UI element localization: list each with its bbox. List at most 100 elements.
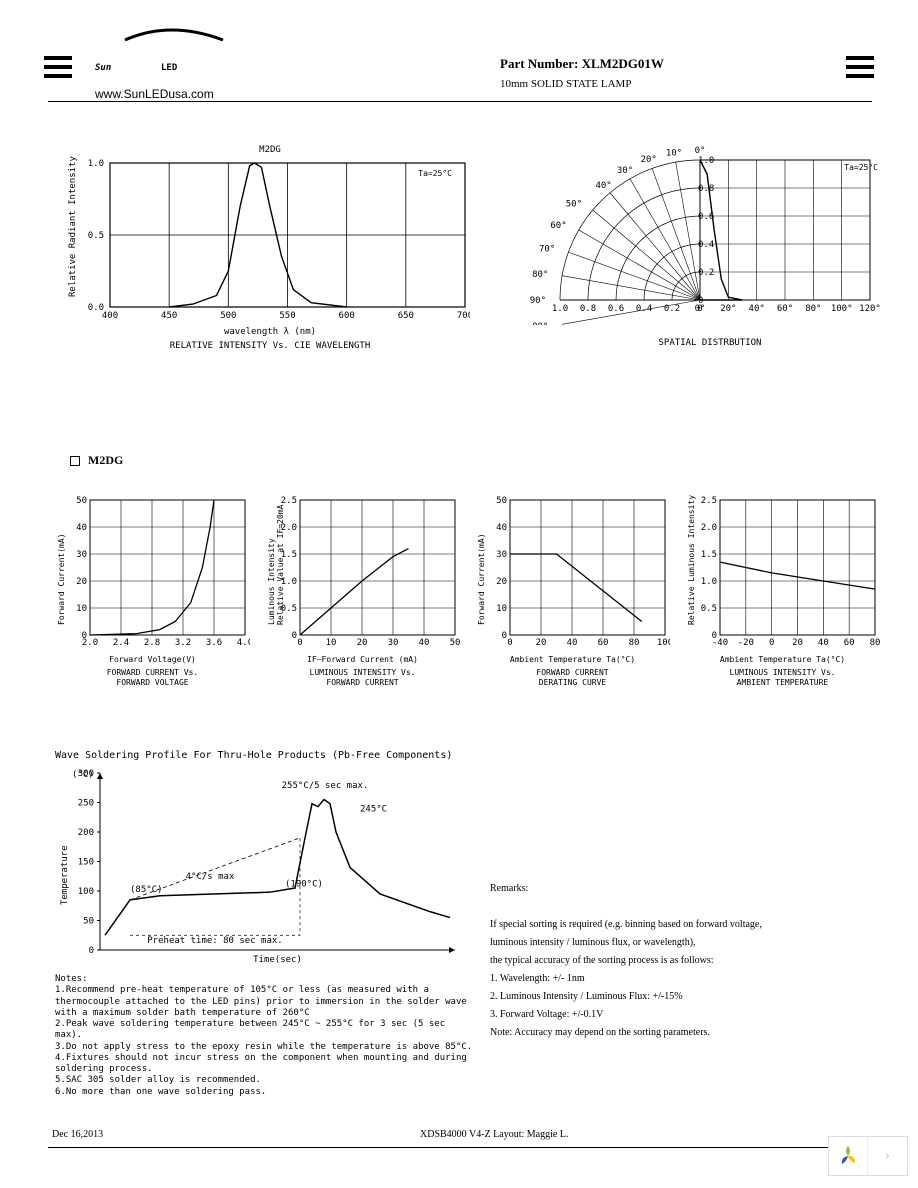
svg-text:50°: 50° <box>566 200 582 210</box>
svg-text:80°: 80° <box>805 304 821 314</box>
svg-text:100°: 100° <box>831 304 853 314</box>
svg-text:1.5: 1.5 <box>701 550 717 560</box>
soldering-notes: Notes: 1.Recommend pre-heat temperature … <box>55 974 475 1098</box>
svg-text:0: 0 <box>712 631 717 641</box>
svg-text:20°: 20° <box>641 155 657 165</box>
svg-text:50: 50 <box>83 917 94 927</box>
svg-text:30: 30 <box>388 638 399 648</box>
brand-logo: Sun LED www.SunLEDusa.com <box>95 28 265 101</box>
note-line: 5.SAC 305 solder alloy is recommended. <box>55 1075 475 1086</box>
svg-text:50: 50 <box>76 496 87 506</box>
svg-text:20: 20 <box>496 577 507 587</box>
note-line: 3.Do not apply stress to the epoxy resin… <box>55 1042 475 1053</box>
remarks-title: Remarks: <box>490 880 810 898</box>
svg-text:2.8: 2.8 <box>144 638 160 648</box>
svg-text:70°: 70° <box>539 245 555 255</box>
svg-text:10: 10 <box>326 638 337 648</box>
header-rule <box>48 101 872 102</box>
chart1-title: M2DG <box>70 145 470 155</box>
svg-text:150: 150 <box>78 858 94 868</box>
help-widget[interactable]: › <box>828 1136 908 1176</box>
note-line: 4.Fixtures should not incur stress on th… <box>55 1053 475 1076</box>
chart1-caption: RELATIVE INTENSITY Vs. CIE WAVELENGTH <box>70 341 470 352</box>
svg-text:0: 0 <box>292 631 297 641</box>
xlabel: Ambient Temperature Ta(°C) <box>475 655 670 664</box>
svg-text:0: 0 <box>297 638 302 648</box>
svg-text:10°: 10° <box>666 148 682 158</box>
svg-text:40: 40 <box>567 638 578 648</box>
small-chart-svg: 02040608010001020304050 <box>475 495 670 650</box>
svg-text:700: 700 <box>457 311 470 321</box>
svg-text:60°: 60° <box>550 221 566 231</box>
svg-text:100°: 100° <box>530 322 548 325</box>
svg-text:(190°C): (190°C) <box>285 879 323 889</box>
svg-text:40: 40 <box>419 638 430 648</box>
xlabel: Ambient Temperature Ta(°C) <box>685 655 880 664</box>
svg-text:50: 50 <box>496 496 507 506</box>
svg-text:450: 450 <box>161 311 177 321</box>
svg-text:90°: 90° <box>530 296 546 306</box>
svg-text:50: 50 <box>450 638 460 648</box>
remark-line: If special sorting is required (e.g. bin… <box>490 916 810 934</box>
svg-text:0.5: 0.5 <box>88 231 104 241</box>
svg-text:1.0: 1.0 <box>701 577 717 587</box>
chart-spatial-distribution: 40°30°20°10°0°50°60°70°80°90°100°1.00.80… <box>530 145 890 365</box>
svg-text:0.8: 0.8 <box>580 304 596 314</box>
svg-text:60: 60 <box>598 638 609 648</box>
chart2-caption: SPATIAL DISTRBUTION <box>530 338 890 349</box>
svg-text:100: 100 <box>78 887 94 897</box>
svg-text:100: 100 <box>657 638 670 648</box>
svg-text:0.6: 0.6 <box>608 304 624 314</box>
product-title: 10mm SOLID STATE LAMP <box>500 78 664 90</box>
svg-text:30: 30 <box>496 550 507 560</box>
svg-text:0.8: 0.8 <box>698 184 714 194</box>
svg-text:(°C): (°C) <box>72 770 94 780</box>
svg-text:0.4: 0.4 <box>636 304 652 314</box>
notes-title: Notes: <box>55 974 475 985</box>
svg-text:(85°C): (85°C) <box>130 885 163 895</box>
small-chart-0: Forward Current(mA)2.02.42.83.23.64.0010… <box>55 495 250 687</box>
svg-text:0°: 0° <box>695 304 706 314</box>
note-line: 2.Peak wave soldering temperature betwee… <box>55 1019 475 1042</box>
chevron-right-icon[interactable]: › <box>868 1137 907 1175</box>
svg-text:40°: 40° <box>595 181 611 191</box>
svg-text:30: 30 <box>76 550 87 560</box>
svg-text:Time(sec): Time(sec) <box>253 955 302 965</box>
svg-text:40: 40 <box>818 638 829 648</box>
svg-text:550: 550 <box>279 311 295 321</box>
soldering-section: Wave Soldering Profile For Thru-Hole Pro… <box>55 750 475 1098</box>
svg-text:4.0: 4.0 <box>237 638 250 648</box>
svg-text:650: 650 <box>398 311 414 321</box>
note-line: 1.Recommend pre-heat temperature of 105°… <box>55 985 475 1019</box>
svg-text:1.0: 1.0 <box>552 304 568 314</box>
svg-text:0°: 0° <box>695 146 706 156</box>
part-number: Part Number: XLM2DG01W <box>500 56 664 72</box>
menu-icon-left[interactable] <box>44 56 72 78</box>
small-chart-3: Relative Luminous Intensity-40-200204060… <box>685 495 880 687</box>
footer-center: XDSB4000 V4-Z Layout: Maggie L. <box>420 1129 568 1140</box>
header-info: Part Number: XLM2DG01W 10mm SOLID STATE … <box>500 56 664 90</box>
svg-text:0: 0 <box>82 631 87 641</box>
caption: LUMINOUS INTENSITY Vs. FORWARD CURRENT <box>265 668 460 687</box>
svg-text:Preheat time: 80 sec max.: Preheat time: 80 sec max. <box>147 936 282 946</box>
svg-text:255°C/5 sec max.: 255°C/5 sec max. <box>282 781 369 791</box>
svg-text:10: 10 <box>496 604 507 614</box>
svg-text:20: 20 <box>357 638 368 648</box>
menu-icon-right[interactable] <box>846 56 874 78</box>
ylabel: Forward Current(mA) <box>57 533 66 625</box>
svg-text:20: 20 <box>76 577 87 587</box>
svg-text:0: 0 <box>502 631 507 641</box>
chart1-ta: Ta=25°C <box>418 169 452 178</box>
findchips-icon[interactable] <box>829 1137 868 1175</box>
svg-text:80°: 80° <box>532 270 548 280</box>
soldering-title: Wave Soldering Profile For Thru-Hole Pro… <box>55 750 475 761</box>
svg-text:0.2: 0.2 <box>698 268 714 278</box>
svg-text:200: 200 <box>78 828 94 838</box>
svg-text:120°: 120° <box>859 304 881 314</box>
svg-text:Temperature: Temperature <box>60 845 70 905</box>
svg-text:0: 0 <box>89 946 94 956</box>
svg-text:10: 10 <box>76 604 87 614</box>
svg-text:20: 20 <box>536 638 547 648</box>
svg-text:245°C: 245°C <box>360 804 387 814</box>
ylabel: Luminous Intensity Relative Value at IF=… <box>267 505 285 625</box>
